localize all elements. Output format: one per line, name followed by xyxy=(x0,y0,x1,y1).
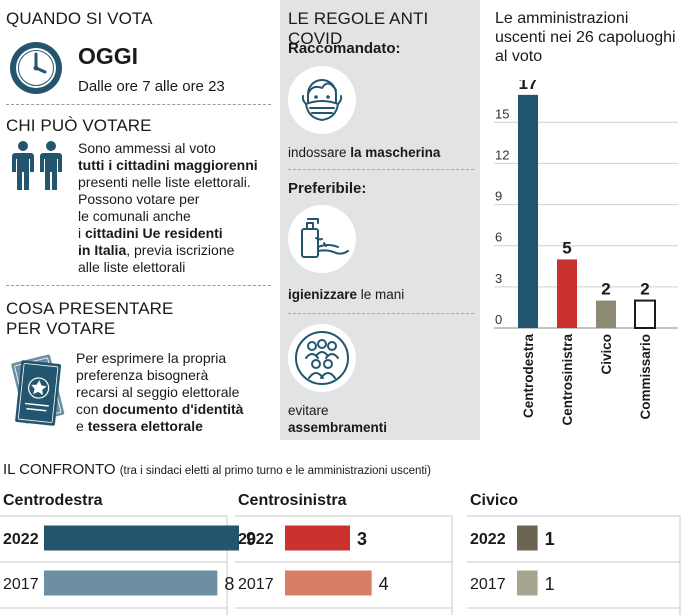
hand-sanitizer-icon xyxy=(288,205,356,273)
value-label: 1 xyxy=(545,574,555,594)
value-label: 9 xyxy=(246,529,256,549)
bar xyxy=(517,525,538,551)
bar xyxy=(44,525,239,551)
data-label: 5 xyxy=(562,238,571,257)
data-label: 2 xyxy=(601,280,610,299)
preferable-label: Preferibile: xyxy=(288,180,367,197)
year-label: 2017 xyxy=(470,576,506,593)
value-label: 1 xyxy=(545,529,555,549)
year-label: 2017 xyxy=(238,576,274,593)
year-label: 2022 xyxy=(3,531,39,548)
crowd-icon xyxy=(288,324,356,392)
bar xyxy=(517,570,538,596)
people-icon xyxy=(10,140,66,197)
sanitize-caption: igienizzare le mani xyxy=(288,287,405,302)
category-label: Centrosinistra xyxy=(560,334,575,426)
bring-heading: COSA PRESENTARE PER VOTARE xyxy=(6,299,174,338)
chart-title: Le amministrazioni uscenti nei 26 capolu… xyxy=(495,10,676,65)
covid-heading: LE REGOLE ANTI COVID xyxy=(288,9,429,48)
when-hours: Dalle ore 7 alle ore 23 xyxy=(78,78,225,95)
when-heading: QUANDO SI VOTA xyxy=(6,9,153,28)
id-card-icon xyxy=(8,350,66,437)
value-label: 4 xyxy=(379,574,389,594)
divider xyxy=(6,285,271,286)
recommended-label: Raccomandato: xyxy=(288,40,401,57)
category-label: Centrodestra xyxy=(521,334,536,419)
data-label: 17 xyxy=(519,80,538,93)
y-tick-label: 6 xyxy=(495,230,502,245)
bar xyxy=(634,299,656,329)
divider xyxy=(288,169,474,170)
series-name: Centrodestra xyxy=(3,492,103,509)
bar xyxy=(518,94,538,328)
y-tick-label: 9 xyxy=(495,189,502,204)
outgoing-administrations-chart: 0 3 6 9 12 15 17 Centrodestra 5 Centrosinistra 2 Ci… xyxy=(494,80,678,426)
covid-panel: LE REGOLE ANTI COVID Raccomandato: indos… xyxy=(280,0,480,440)
category-label: Civico xyxy=(599,334,614,375)
value-label: 8 xyxy=(224,574,234,594)
year-label: 2017 xyxy=(3,576,39,593)
bar xyxy=(285,570,372,596)
y-tick-label: 3 xyxy=(495,271,502,286)
divider xyxy=(288,313,474,314)
series-name: Civico xyxy=(470,492,518,509)
bar xyxy=(596,300,616,328)
y-tick-label: 0 xyxy=(495,312,502,327)
year-label: 2022 xyxy=(470,531,506,548)
category-label: Commissario xyxy=(638,334,653,420)
who-text: Sono ammessi al voto tutti i cittadini m… xyxy=(78,140,258,275)
compare-heading: IL CONFRONTO (tra i sindaci eletti al pr… xyxy=(3,461,431,478)
bar xyxy=(285,525,350,551)
clock-icon xyxy=(8,40,64,101)
bar xyxy=(44,570,218,596)
y-tick-label: 12 xyxy=(495,147,509,162)
mask-caption: indossare la mascherina xyxy=(288,145,441,160)
bar xyxy=(557,259,577,328)
y-tick-label: 15 xyxy=(495,106,509,121)
bring-text: Per esprimere la propria preferenza biso… xyxy=(76,350,244,434)
when-today: OGGI xyxy=(78,43,139,69)
data-label: 2 xyxy=(640,280,649,299)
year-label: 2022 xyxy=(238,531,274,548)
divider xyxy=(6,104,271,105)
value-label: 3 xyxy=(357,529,367,549)
crowd-caption: evitare assembramenti xyxy=(288,403,388,435)
mask-face-icon xyxy=(288,66,356,134)
series-name: Centrosinistra xyxy=(238,492,347,509)
who-heading: CHI PUÒ VOTARE xyxy=(6,116,152,135)
